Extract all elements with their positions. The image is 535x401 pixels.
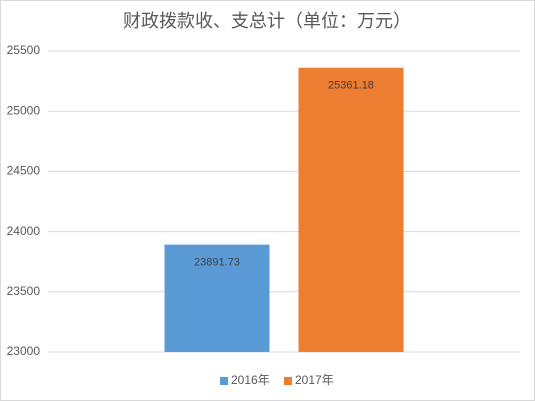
y-tick-label: 25000 <box>7 103 41 117</box>
data-label: 23891.73 <box>194 257 240 269</box>
y-tick-label: 23500 <box>7 284 41 298</box>
legend-swatch <box>284 377 292 385</box>
y-tick-label: 23000 <box>7 344 41 358</box>
data-label: 25361.18 <box>328 80 374 92</box>
legend-swatch <box>220 377 228 385</box>
y-tick-label: 24500 <box>7 164 41 178</box>
bar <box>298 67 404 352</box>
y-tick-label: 25500 <box>7 43 41 57</box>
legend-label: 2016年 <box>231 373 270 387</box>
legend-label: 2017年 <box>295 373 334 387</box>
bar <box>164 244 270 352</box>
chart-title: 财政拨款收、支总计（单位：万元） <box>123 11 411 31</box>
y-tick-label: 24000 <box>7 224 41 238</box>
